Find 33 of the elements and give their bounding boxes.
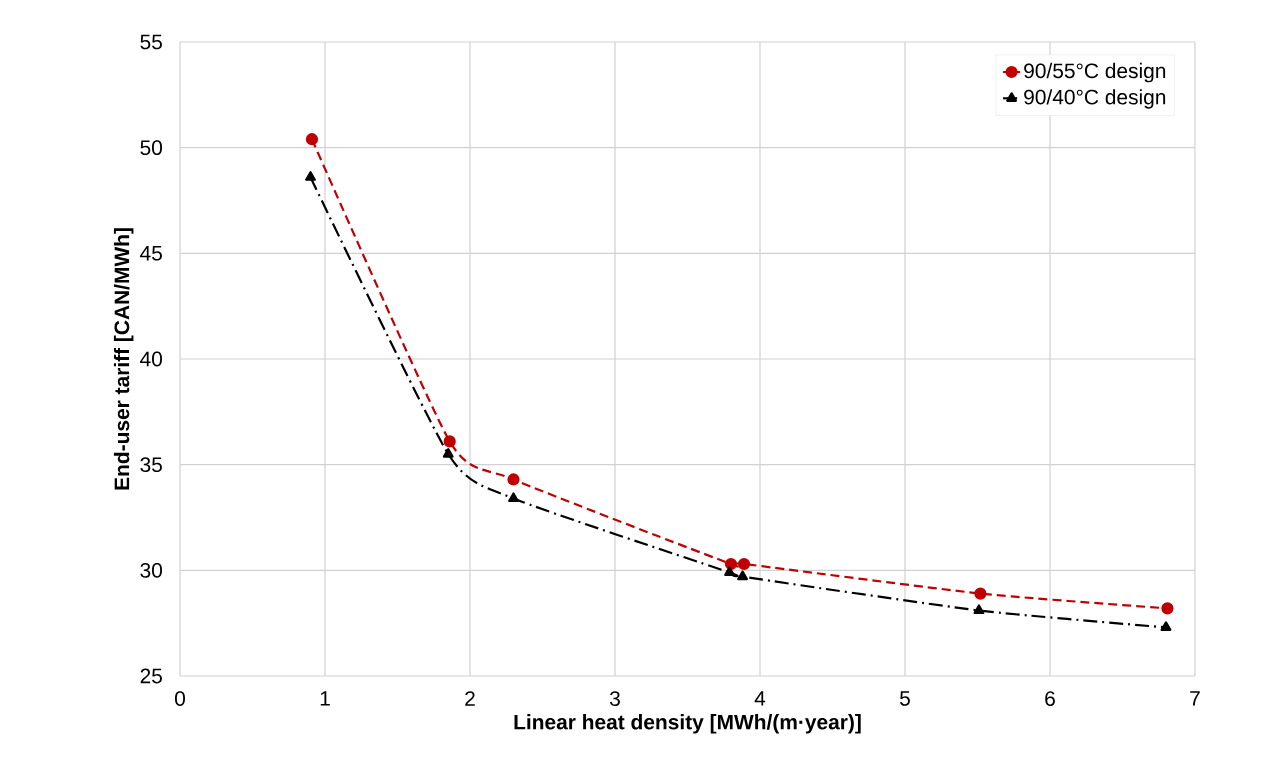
x-tick-label: 5: [900, 691, 910, 706]
x-axis-title: Linear heat density [MWh/(m·year)]: [514, 714, 861, 734]
point: [507, 473, 520, 486]
point: [442, 447, 454, 458]
point: [508, 492, 519, 503]
y-tick-label: 30: [140, 562, 163, 578]
x-tick-label: 1: [320, 691, 330, 706]
point: [1160, 621, 1172, 631]
x-tick-label: 2: [465, 691, 475, 706]
point: [974, 587, 987, 600]
point: [443, 435, 456, 448]
point: [973, 604, 985, 615]
y-tick-label: 50: [140, 140, 163, 156]
x-tick-label: 7: [1190, 691, 1200, 706]
y-tick-label: 40: [140, 351, 163, 367]
y-tick-label: 25: [140, 668, 162, 684]
x-tick-label: 4: [754, 691, 766, 706]
y-tick-label: 45: [140, 246, 162, 261]
y-tick-label: 35: [140, 457, 162, 473]
legend-label: 90/55°C design: [1024, 62, 1166, 83]
x-tick-label: 6: [1045, 691, 1055, 706]
x-tick-label: 3: [609, 691, 620, 706]
point: [1161, 602, 1174, 615]
point: [737, 557, 751, 571]
point: [724, 557, 738, 571]
point: [724, 566, 735, 577]
point: [305, 133, 319, 146]
y-axis-title: End-user tariff [CAN/MWh]: [113, 228, 134, 490]
point: [737, 570, 749, 581]
point: [305, 171, 316, 181]
legend-label: 90/40°C design: [1024, 89, 1166, 109]
x-tick-label: 0: [175, 691, 185, 706]
y-tick-label: 55: [140, 34, 162, 50]
